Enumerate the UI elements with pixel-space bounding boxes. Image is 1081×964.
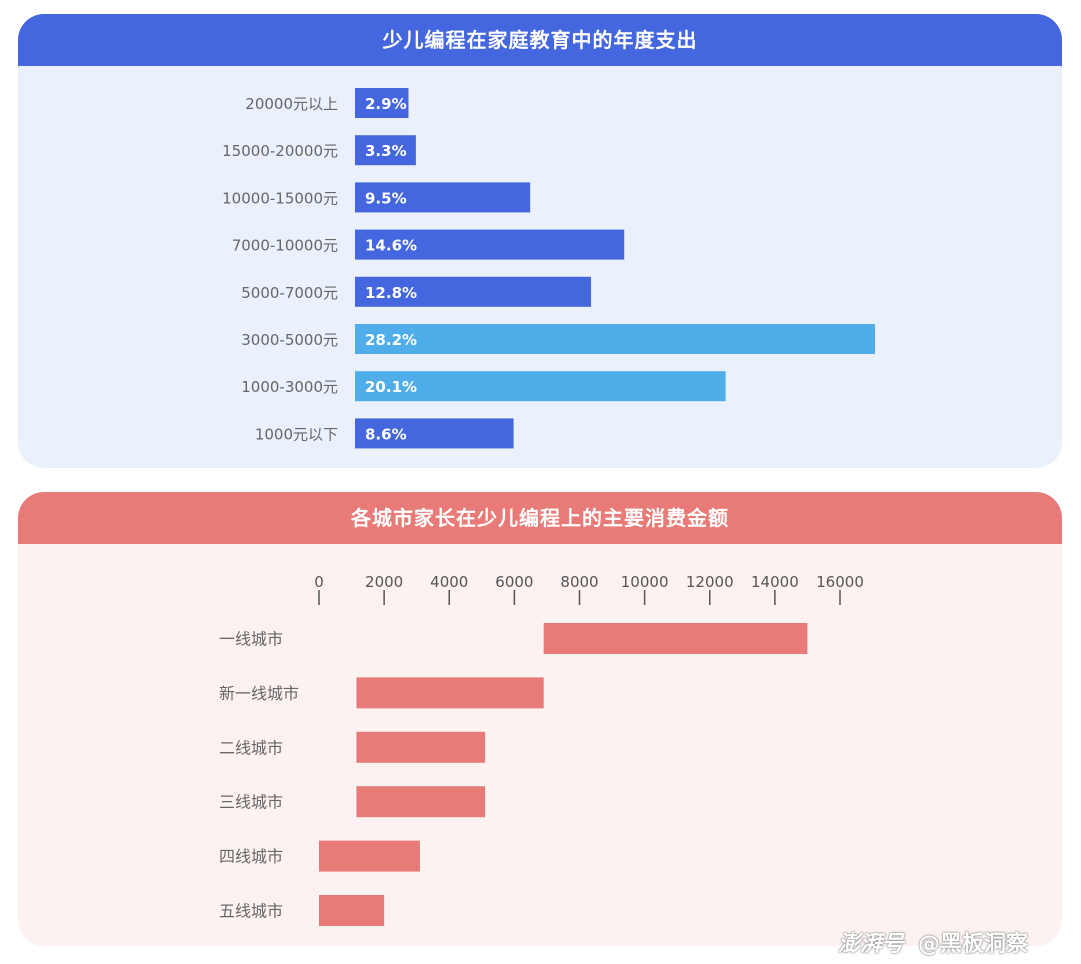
bar xyxy=(355,88,409,118)
bar xyxy=(356,677,544,709)
x-tick-label: 10000 xyxy=(621,573,669,591)
category-label: 一线城市 xyxy=(219,630,283,649)
bar xyxy=(355,182,531,213)
category-label: 四线城市 xyxy=(219,847,283,866)
bar xyxy=(355,324,875,354)
category-label: 二线城市 xyxy=(219,738,283,757)
category-label: 7000-10000元 xyxy=(232,237,338,255)
category-label: 三线城市 xyxy=(219,793,283,812)
x-tick-label: 8000 xyxy=(560,573,598,591)
category-label: 20000元以上 xyxy=(245,95,338,113)
x-tick-label: 12000 xyxy=(686,573,734,591)
value-label: 2.9% xyxy=(365,95,407,113)
category-label: 1000元以下 xyxy=(255,425,338,443)
value-label: 14.6% xyxy=(365,237,417,255)
watermark-logo: 澎湃号 xyxy=(838,932,905,957)
city-spending-title: 各城市家长在少儿编程上的主要消费金额 xyxy=(18,492,1062,544)
x-tick-label: 16000 xyxy=(816,573,864,591)
annual-spending-title: 少儿编程在家庭教育中的年度支出 xyxy=(18,14,1062,66)
bar xyxy=(355,229,625,260)
value-label: 20.1% xyxy=(365,378,417,396)
category-label: 5000-7000元 xyxy=(241,284,338,302)
watermark: 澎湃号 @黑板洞察 xyxy=(838,926,1078,960)
x-tick-label: 14000 xyxy=(751,573,799,591)
x-tick-label: 0 xyxy=(314,573,324,591)
category-label: 1000-3000元 xyxy=(241,378,338,396)
category-label: 3000-5000元 xyxy=(241,331,338,349)
x-tick-label: 6000 xyxy=(495,573,533,591)
value-label: 28.2% xyxy=(365,331,417,349)
category-label: 新一线城市 xyxy=(219,684,299,703)
category-label: 10000-15000元 xyxy=(222,189,338,207)
bar xyxy=(319,895,385,926)
bar xyxy=(355,276,592,307)
x-tick-label: 4000 xyxy=(430,573,468,591)
watermark-text: @黑板洞察 xyxy=(918,932,1029,957)
value-label: 12.8% xyxy=(365,284,417,302)
value-label: 3.3% xyxy=(365,142,407,160)
bar xyxy=(319,840,420,872)
annual-spending-panel: 少儿编程在家庭教育中的年度支出 20000元以上 2.9% 15000-20000元… xyxy=(18,14,1062,468)
category-label: 五线城市 xyxy=(219,902,283,921)
value-label: 9.5% xyxy=(365,189,407,207)
city-spending-chart: 0 2000 4000 6000 8000 10000 12000 14000 16000 一线城… xyxy=(219,573,864,926)
category-label: 15000-20000元 xyxy=(222,142,338,160)
bar xyxy=(543,623,808,654)
bar xyxy=(355,371,726,402)
bar xyxy=(356,786,486,818)
annual-spending-chart: 20000元以上 2.9% 15000-20000元 3.3% 10000-15000元… xyxy=(222,88,875,449)
bar xyxy=(355,418,514,449)
x-tick-label: 2000 xyxy=(365,573,403,591)
city-spending-panel: 各城市家长在少儿编程上的主要消费金额 0 2000 4000 6000 8000 1000… xyxy=(18,492,1062,946)
bar xyxy=(356,731,486,763)
value-label: 8.6% xyxy=(365,425,407,443)
bar xyxy=(355,135,416,166)
